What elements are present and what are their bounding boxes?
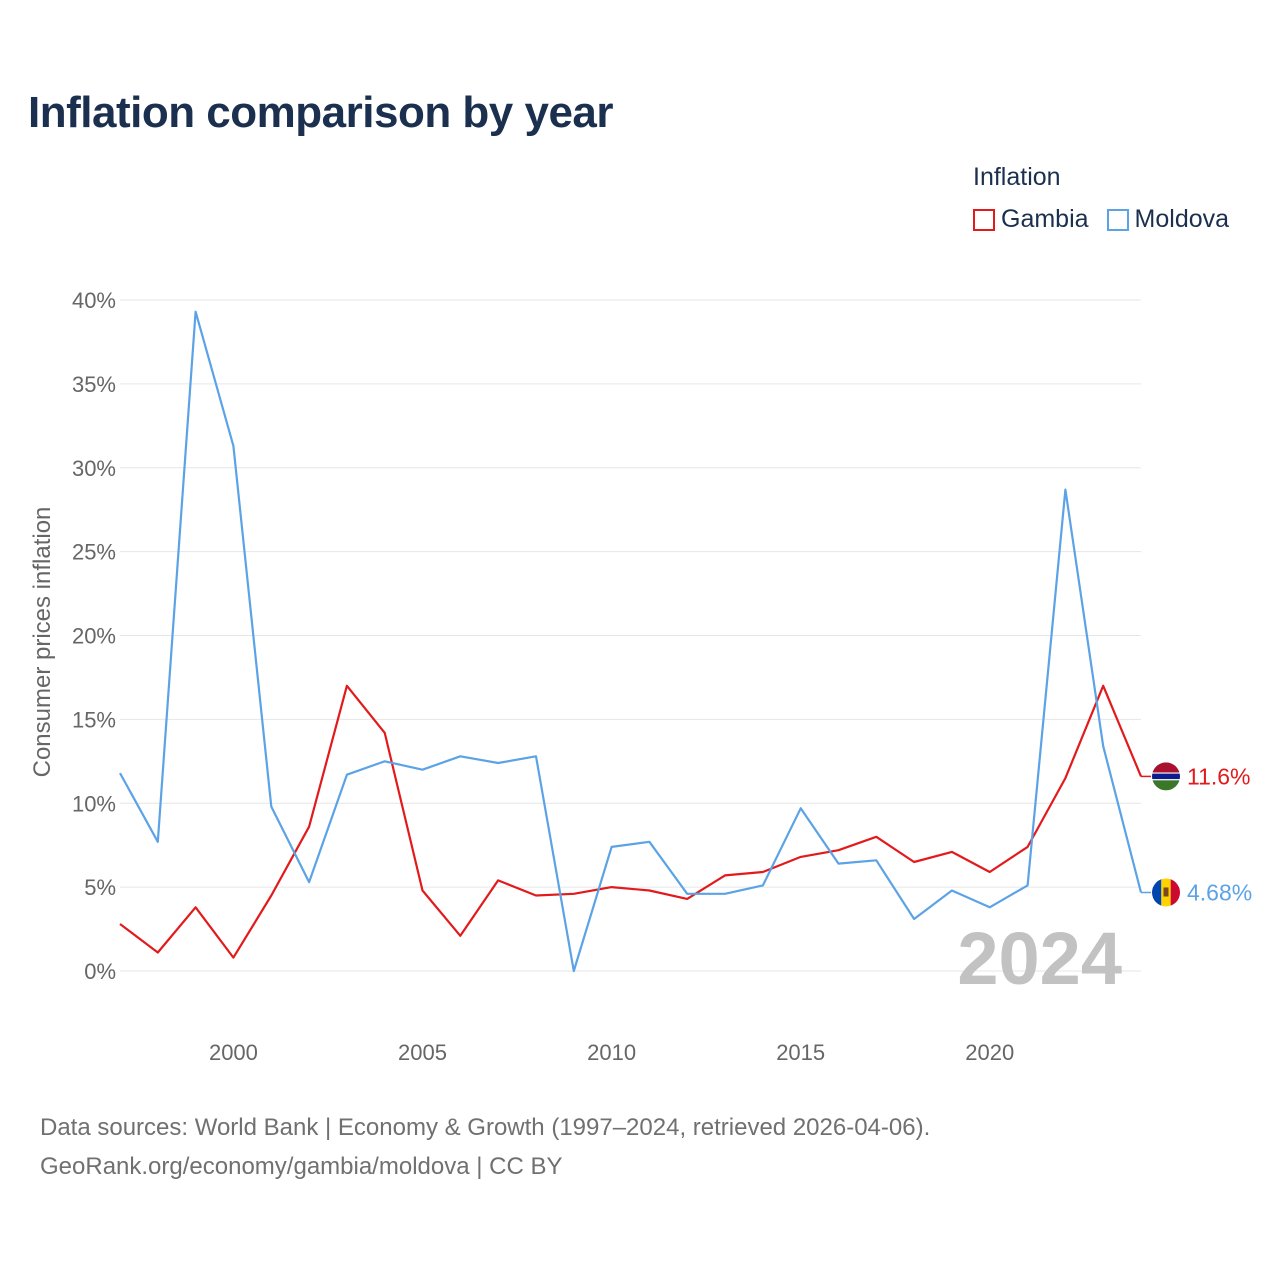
y-tick-label: 20% (72, 624, 116, 649)
x-tick-label: 2020 (965, 1040, 1014, 1065)
data-point-gambia[interactable] (306, 824, 312, 830)
legend-title: Inflation (973, 163, 1061, 191)
end-value-label-gambia: 11.6% (1187, 763, 1251, 789)
legend-item-gambia[interactable]: Gambia (973, 205, 1089, 234)
y-tick-label: 5% (84, 875, 116, 900)
data-point-moldova[interactable] (117, 770, 123, 776)
data-point-gambia[interactable] (230, 955, 236, 961)
data-point-moldova[interactable] (193, 309, 199, 315)
source-line-1: Data sources: World Bank | Economy & Gro… (40, 1114, 931, 1141)
y-tick-label: 10% (72, 791, 116, 816)
data-point-moldova[interactable] (533, 753, 539, 759)
data-point-gambia[interactable] (760, 869, 766, 875)
data-point-gambia[interactable] (268, 893, 274, 899)
y-tick-label: 25% (72, 540, 116, 565)
data-point-moldova[interactable] (571, 968, 577, 974)
x-tick-label: 2010 (587, 1040, 636, 1065)
data-point-moldova[interactable] (798, 805, 804, 811)
legend-label-moldova: Moldova (1134, 205, 1230, 233)
y-tick-label: 35% (72, 372, 116, 397)
series-line-moldova[interactable] (119, 310, 1143, 973)
data-point-gambia[interactable] (1100, 683, 1106, 689)
data-point-gambia[interactable] (1062, 775, 1068, 781)
y-tick-label: 40% (72, 288, 116, 313)
data-point-gambia[interactable] (193, 904, 199, 910)
y-axis: 0% 5% 10% 15% 20% 25% 30% 35% 40% (72, 288, 116, 984)
legend-swatch-moldova (1106, 208, 1129, 231)
y-tick-label: 30% (72, 456, 116, 481)
data-point-moldova[interactable] (835, 861, 841, 867)
y-axis-label: Consumer prices inflation (29, 507, 56, 778)
data-point-gambia[interactable] (495, 877, 501, 883)
data-point-moldova[interactable] (230, 443, 236, 449)
x-tick-label: 2005 (398, 1040, 447, 1065)
data-point-moldova[interactable] (495, 760, 501, 766)
data-point-moldova[interactable] (949, 887, 955, 893)
data-point-gambia[interactable] (798, 854, 804, 860)
data-point-gambia[interactable] (420, 887, 426, 893)
legend-label-gambia: Gambia (1001, 205, 1089, 233)
data-point-moldova[interactable] (382, 758, 388, 764)
series-lines (117, 309, 1143, 974)
data-point-gambia[interactable] (722, 872, 728, 878)
data-point-gambia[interactable] (835, 847, 841, 853)
data-point-gambia[interactable] (987, 869, 993, 875)
moldova-flag-icon (1152, 878, 1180, 907)
year-watermark: 2024 (957, 917, 1122, 1000)
data-point-gambia[interactable] (382, 730, 388, 736)
data-point-gambia[interactable] (609, 884, 615, 890)
data-point-gambia[interactable] (571, 891, 577, 897)
data-point-moldova[interactable] (609, 844, 615, 850)
data-point-moldova[interactable] (646, 839, 652, 845)
data-point-moldova[interactable] (684, 891, 690, 897)
data-point-moldova[interactable] (306, 879, 312, 885)
line-chart: 0%5%10%15%20%25%30%35%40% 2000 2005 2010 20… (29, 288, 1252, 1065)
data-point-gambia[interactable] (457, 933, 463, 939)
data-point-gambia[interactable] (1025, 844, 1031, 850)
data-point-gambia[interactable] (533, 893, 539, 899)
data-point-moldova[interactable] (268, 804, 274, 810)
data-point-gambia[interactable] (911, 859, 917, 865)
data-point-moldova[interactable] (420, 767, 426, 773)
data-source: Data sources: World Bank | Economy & Gro… (40, 1108, 930, 1186)
data-point-moldova[interactable] (1025, 882, 1031, 888)
data-point-gambia[interactable] (873, 834, 879, 840)
x-tick-label: 2000 (209, 1040, 258, 1065)
data-point-gambia[interactable] (155, 950, 161, 956)
data-point-moldova[interactable] (760, 882, 766, 888)
data-point-gambia[interactable] (117, 921, 123, 927)
data-point-gambia[interactable] (949, 849, 955, 855)
data-point-moldova[interactable] (457, 753, 463, 759)
data-point-moldova[interactable] (1062, 487, 1068, 493)
end-markers: 11.6% 4.68% (1141, 762, 1252, 907)
source-line-2[interactable]: GeoRank.org/economy/gambia/moldova | CC … (40, 1153, 563, 1180)
end-value-label-moldova: 4.68% (1187, 879, 1252, 905)
chart-title: Inflation comparison by year (28, 88, 614, 137)
data-point-moldova[interactable] (344, 772, 350, 778)
series-line-gambia[interactable] (119, 684, 1143, 959)
legend-swatch-gambia (973, 208, 995, 231)
legend-item-moldova[interactable]: Moldova (1106, 205, 1230, 234)
gridlines (120, 299, 1141, 972)
data-point-moldova[interactable] (155, 839, 161, 845)
data-point-gambia[interactable] (646, 887, 652, 893)
data-point-gambia[interactable] (344, 683, 350, 689)
gambia-flag-icon (1152, 762, 1180, 791)
data-point-moldova[interactable] (873, 857, 879, 863)
x-axis: 2000 2005 2010 2015 2020 (209, 1040, 1014, 1065)
x-tick-label: 2015 (776, 1040, 825, 1065)
data-point-moldova[interactable] (911, 916, 917, 922)
data-point-moldova[interactable] (1100, 743, 1106, 749)
data-point-moldova[interactable] (722, 891, 728, 897)
y-tick-label: 15% (72, 707, 116, 732)
y-tick-label: 0% (84, 959, 116, 984)
data-point-moldova[interactable] (987, 904, 993, 910)
legend: Gambia Moldova (973, 205, 1229, 234)
